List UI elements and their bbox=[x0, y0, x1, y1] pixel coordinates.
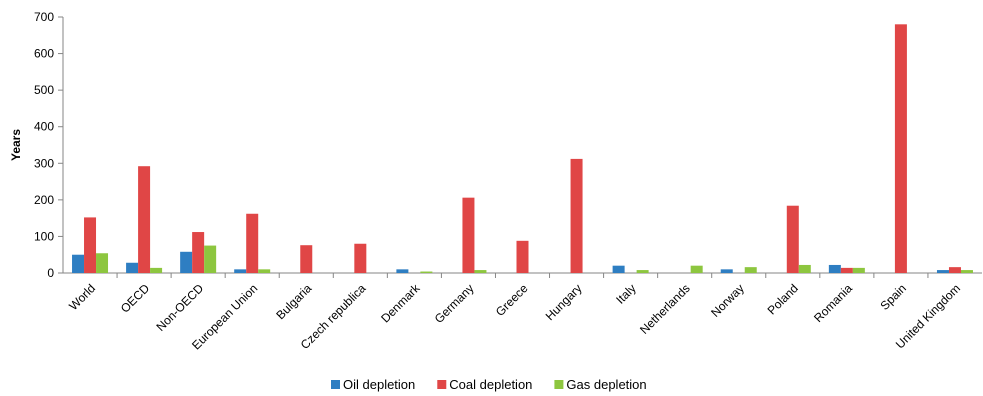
bar-coal-depletion bbox=[462, 197, 475, 273]
bar-gas-depletion bbox=[744, 267, 757, 273]
bar-coal-depletion bbox=[948, 267, 961, 273]
x-tick-label: Spain bbox=[877, 281, 909, 313]
legend-label: Coal depletion bbox=[449, 377, 532, 392]
bar-coal-depletion bbox=[516, 240, 529, 273]
bar-gas-depletion bbox=[798, 264, 811, 273]
y-tick-labels: 0 100 200 300 400 500 600 700 bbox=[34, 10, 54, 280]
x-tick-label: Bulgaria bbox=[273, 281, 314, 322]
bar-oil-depletion bbox=[396, 269, 409, 273]
legend-label: Gas depletion bbox=[566, 377, 646, 392]
bar-oil-depletion bbox=[612, 265, 625, 273]
x-tick-label: Poland bbox=[765, 281, 801, 317]
y-tick-label: 400 bbox=[34, 120, 54, 134]
bars bbox=[72, 24, 973, 273]
bar-oil-depletion bbox=[936, 270, 949, 273]
legend-label: Oil depletion bbox=[343, 377, 415, 392]
bar-gas-depletion bbox=[150, 267, 163, 273]
y-tick-label: 500 bbox=[34, 83, 54, 97]
bar-oil-depletion bbox=[720, 269, 733, 273]
bar-coal-depletion bbox=[894, 24, 907, 273]
bar-gas-depletion bbox=[474, 270, 487, 273]
bar-coal-depletion bbox=[84, 217, 97, 273]
bar-coal-depletion bbox=[354, 243, 367, 273]
bar-oil-depletion bbox=[828, 264, 841, 273]
legend: Oil depletion Coal depletion Gas depletion bbox=[331, 377, 647, 392]
bar-oil-depletion bbox=[126, 262, 139, 273]
x-tick-label: Denmark bbox=[378, 281, 423, 326]
bar-gas-depletion bbox=[96, 253, 109, 273]
bar-coal-depletion bbox=[786, 205, 799, 273]
x-tick-label: Non-OECD bbox=[153, 281, 206, 334]
x-tick-label: Greece bbox=[493, 281, 531, 319]
x-tick-label: Norway bbox=[708, 281, 747, 320]
y-tick-label: 100 bbox=[34, 229, 54, 243]
y-tick-label: 200 bbox=[34, 193, 54, 207]
bar-coal-depletion bbox=[840, 267, 853, 273]
y-tick-label: 700 bbox=[34, 10, 54, 24]
x-tick-label: Netherlands bbox=[637, 281, 693, 337]
legend-swatch bbox=[554, 380, 564, 389]
bar-oil-depletion bbox=[72, 254, 85, 273]
legend-swatch bbox=[331, 380, 340, 389]
bar-coal-depletion bbox=[192, 232, 205, 273]
bar-coal-depletion bbox=[300, 245, 313, 273]
x-tick-label: World bbox=[66, 281, 98, 313]
y-axis-label: Years bbox=[9, 129, 23, 161]
y-tick-label: 600 bbox=[34, 47, 54, 61]
bar-coal-depletion bbox=[570, 158, 583, 273]
bar-gas-depletion bbox=[690, 265, 703, 273]
bar-gas-depletion bbox=[636, 270, 649, 273]
x-tick-label: Germany bbox=[432, 281, 477, 326]
x-tick-label: OECD bbox=[118, 281, 153, 316]
bar-oil-depletion bbox=[180, 251, 193, 273]
bar-gas-depletion bbox=[852, 267, 865, 273]
legend-swatch bbox=[437, 380, 447, 389]
bar-gas-depletion bbox=[960, 270, 973, 273]
x-tick-label: Italy bbox=[613, 281, 638, 306]
y-tick-label: 300 bbox=[34, 156, 54, 170]
bar-gas-depletion bbox=[204, 245, 217, 273]
bar-coal-depletion bbox=[246, 213, 259, 273]
x-tick-label: Romania bbox=[811, 281, 855, 325]
bar-coal-depletion bbox=[138, 166, 151, 273]
y-tick-label: 0 bbox=[47, 266, 54, 280]
bar-gas-depletion bbox=[420, 271, 433, 273]
bar-gas-depletion bbox=[258, 269, 271, 273]
bar-oil-depletion bbox=[234, 269, 247, 273]
x-tick-label: Hungary bbox=[543, 281, 585, 323]
